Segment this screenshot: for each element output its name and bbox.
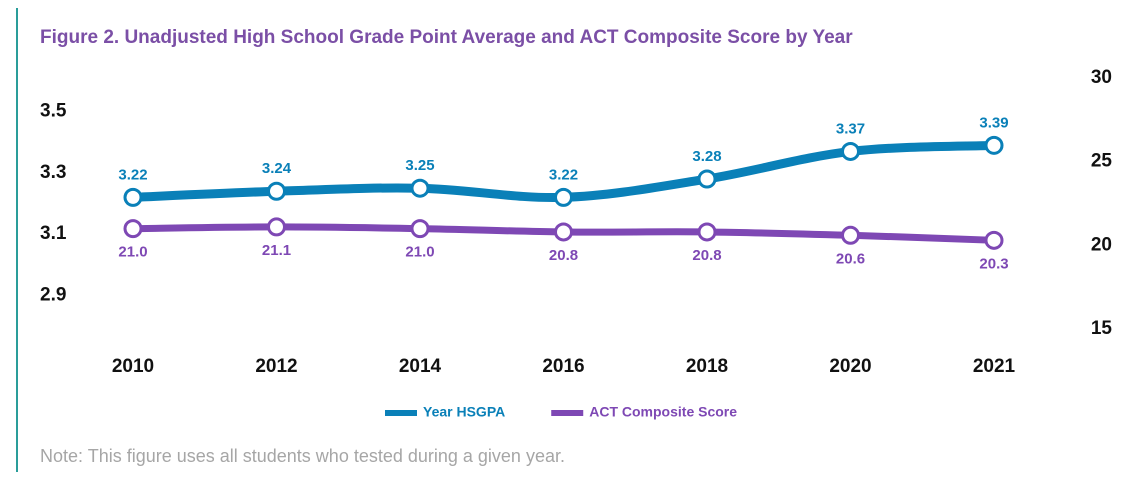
y2-tick-label: 25 bbox=[1091, 151, 1113, 172]
chart-title: Figure 2. Unadjusted High School Grade P… bbox=[40, 27, 853, 48]
point bbox=[123, 187, 143, 207]
y-tick-label: 3.1 bbox=[40, 223, 67, 244]
x-tick-label: 2018 bbox=[686, 356, 728, 377]
data-label: 3.22 bbox=[549, 166, 578, 183]
legend-label: Year HSGPA bbox=[423, 404, 505, 420]
point bbox=[554, 222, 573, 242]
point bbox=[123, 219, 143, 239]
point bbox=[984, 135, 1004, 155]
x-tick-label: 2020 bbox=[829, 356, 871, 377]
y2-tick-label: 15 bbox=[1091, 318, 1113, 339]
data-label: 3.28 bbox=[692, 148, 721, 165]
y-tick-label: 3.3 bbox=[40, 162, 66, 183]
point bbox=[841, 141, 860, 161]
data-label: 20.3 bbox=[979, 255, 1008, 272]
data-label: 3.24 bbox=[262, 160, 292, 177]
note: Note: This figure uses all students who … bbox=[40, 446, 565, 466]
x-tick-label: 2016 bbox=[542, 356, 584, 377]
y-tick-label: 2.9 bbox=[40, 284, 66, 305]
x-tick-label: 2014 bbox=[399, 356, 442, 377]
data-label: 21.0 bbox=[405, 244, 434, 261]
x-tick-label: 2010 bbox=[112, 356, 154, 377]
data-label: 3.25 bbox=[405, 157, 434, 174]
legend-label: ACT Composite Score bbox=[589, 404, 737, 420]
data-label: 20.8 bbox=[549, 247, 578, 264]
point bbox=[554, 187, 573, 207]
point bbox=[410, 178, 430, 198]
point bbox=[697, 222, 717, 242]
point bbox=[267, 217, 286, 237]
point bbox=[984, 230, 1004, 250]
y2-tick-label: 30 bbox=[1091, 67, 1112, 88]
point bbox=[841, 225, 860, 245]
y-tick-label: 3.5 bbox=[40, 101, 67, 122]
data-label: 21.1 bbox=[262, 242, 291, 259]
x-tick-label: 2021 bbox=[973, 356, 1016, 377]
data-label: 21.0 bbox=[118, 244, 147, 261]
point bbox=[697, 169, 717, 189]
data-label: 3.37 bbox=[836, 120, 865, 137]
data-label: 20.6 bbox=[836, 250, 865, 267]
point bbox=[267, 181, 286, 201]
data-label: 20.8 bbox=[692, 247, 721, 264]
y2-tick-label: 20 bbox=[1091, 234, 1112, 255]
point bbox=[410, 219, 430, 239]
data-label: 3.39 bbox=[979, 114, 1008, 131]
data-label: 3.22 bbox=[118, 166, 147, 183]
x-tick-label: 2012 bbox=[255, 356, 297, 377]
